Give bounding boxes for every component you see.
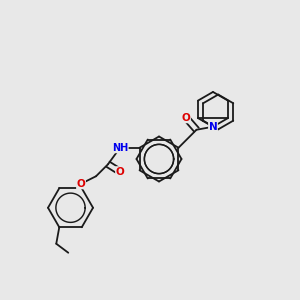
Text: O: O bbox=[116, 167, 124, 177]
Text: O: O bbox=[76, 179, 85, 189]
Text: N: N bbox=[208, 122, 217, 132]
Text: O: O bbox=[182, 113, 190, 123]
Text: NH: NH bbox=[112, 143, 128, 153]
